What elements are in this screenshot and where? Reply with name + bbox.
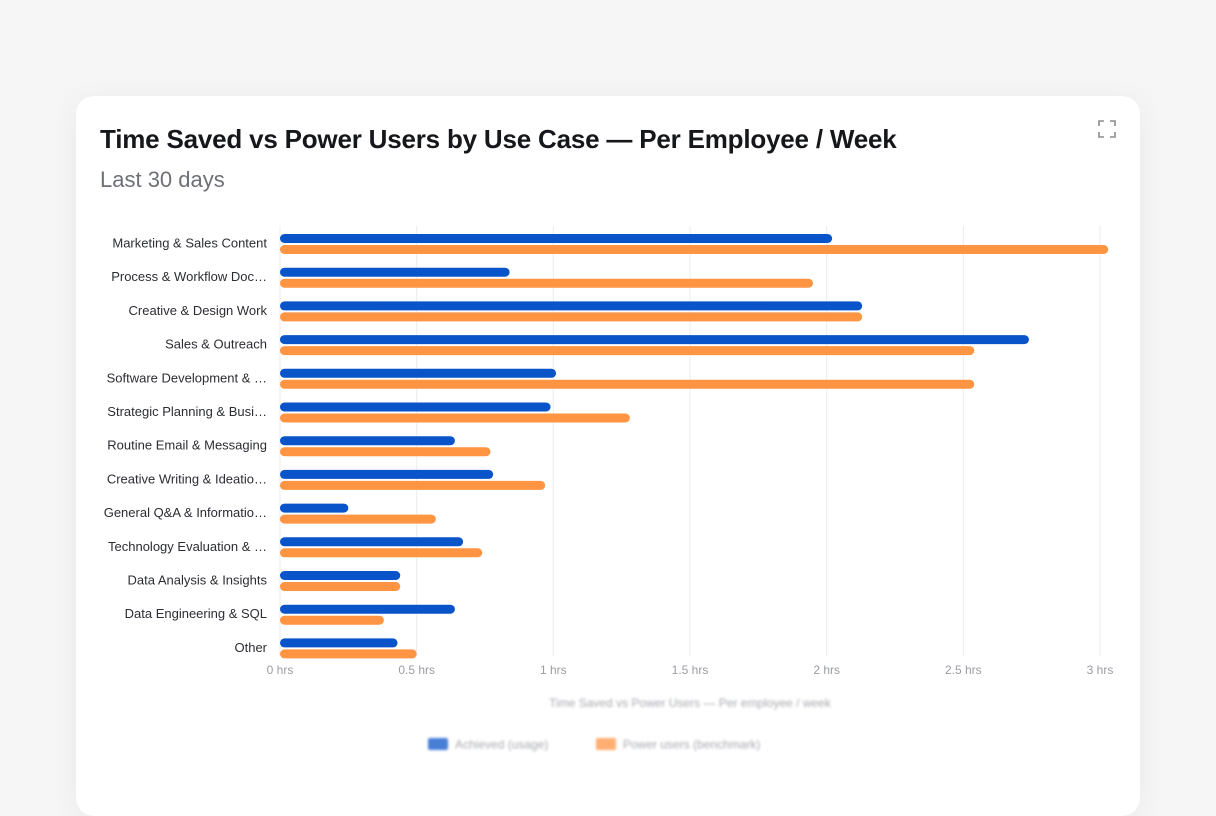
category-label: Data Analysis & Insights [128,573,268,588]
category-label: Marketing & Sales Content [112,236,267,251]
bar-benchmark [280,447,491,457]
category-label: Technology Evaluation & … [108,539,267,554]
bar-achieved [280,503,349,513]
bar-benchmark [280,514,436,524]
legend-label: Power users (benchmark) [623,738,760,752]
category-label: Routine Email & Messaging [107,438,267,453]
legend: Achieved (usage) Power users (benchmark) [428,738,760,752]
legend-swatch [428,738,448,750]
category-label: General Q&A & Informatio… [104,505,267,520]
chart-card: Time Saved vs Power Users by Use Case — … [76,96,1140,816]
bar-benchmark [280,548,483,558]
bar-benchmark [280,480,546,490]
bar-benchmark [280,312,863,322]
bar-achieved [280,402,551,412]
bar-benchmark [280,346,975,356]
chart-subtitle: Last 30 days [100,167,225,192]
x-tick-label: 0 hrs [267,663,294,677]
expand-icon[interactable] [1098,120,1116,138]
bar-benchmark [280,582,401,591]
bar-achieved [280,604,455,614]
category-label: Strategic Planning & Busi… [107,404,267,419]
x-tick-label: 1.5 hrs [672,663,709,677]
legend-swatch [596,738,616,750]
category-label: Other [234,640,267,655]
category-label: Data Engineering & SQL [125,606,267,621]
bar-benchmark [280,615,384,625]
legend-label: Achieved (usage) [455,738,548,752]
bar-benchmark [280,413,630,423]
bar-achieved [280,335,1029,345]
bar-achieved [280,301,863,311]
bar-achieved [280,571,401,580]
bar-benchmark [280,379,975,389]
bar-achieved [280,234,833,243]
category-label: Process & Workflow Doc… [111,269,267,284]
x-tick-label: 3 hrs [1087,663,1114,677]
x-tick-label: 2 hrs [813,663,840,677]
bar-achieved [280,469,494,479]
x-tick-label: 0.5 hrs [398,663,435,677]
bar-achieved [280,368,557,378]
x-axis-title: Time Saved vs Power Users — Per employee… [549,696,832,710]
x-tick-label: 2.5 hrs [945,663,982,677]
bar-chart: 0 hrs 0.5 hrs 1 hrs 1.5 hrs 2 hrs 2.5 hrs 3 hr… [104,226,1114,752]
bar-benchmark [280,245,1109,254]
category-label: Software Development & … [107,370,267,385]
bar-benchmark [280,278,813,288]
bar-benchmark [280,649,417,659]
chart-title: Time Saved vs Power Users by Use Case — … [100,124,897,154]
category-label: Creative & Design Work [129,303,268,318]
bar-achieved [280,537,464,547]
x-tick-label: 1 hrs [540,663,567,677]
category-label: Sales & Outreach [165,337,267,352]
bar-achieved [280,638,398,648]
category-label: Creative Writing & Ideatio… [107,471,267,486]
bar-achieved [280,267,510,277]
bar-achieved [280,436,455,446]
